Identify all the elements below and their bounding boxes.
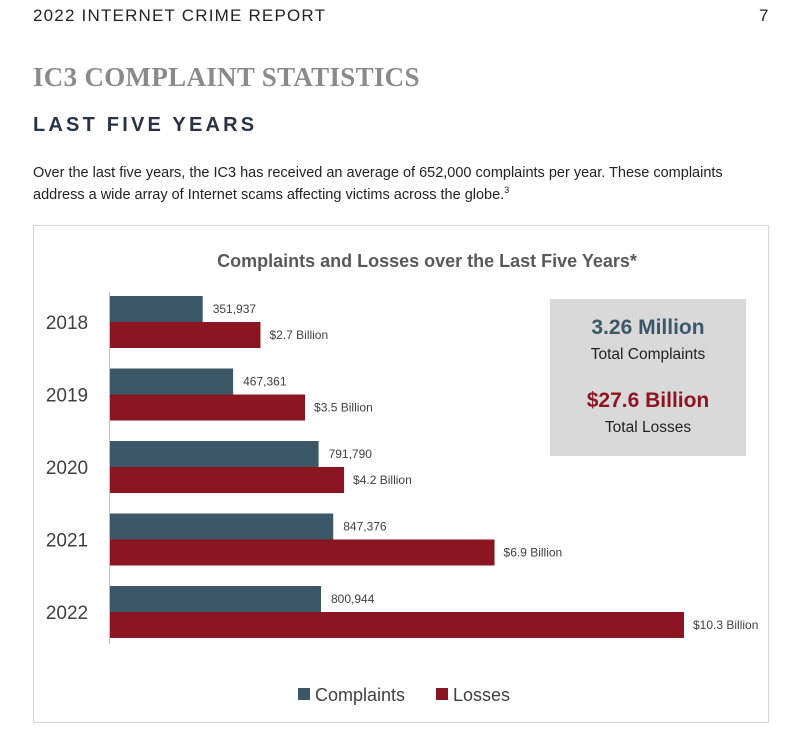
- losses-value-label-2019: $3.5 Billion: [314, 401, 373, 415]
- year-label-2020: 2020: [46, 458, 88, 479]
- losses-bar-2022: [110, 612, 684, 638]
- legend-complaints-label: Complaints: [315, 685, 405, 705]
- complaints-value-label-2020: 791,790: [329, 447, 373, 461]
- total-complaints-value: 3.26 Million: [591, 316, 704, 339]
- summary-background: [550, 299, 746, 456]
- complaints-bar-2019: [110, 368, 234, 395]
- total-losses-value: $27.6 Billion: [587, 389, 710, 412]
- complaints-value-label-2021: 847,376: [343, 520, 387, 534]
- losses-value-label-2018: $2.7 Billion: [269, 328, 328, 342]
- legend-losses-swatch: [436, 688, 448, 700]
- total-complaints-label: Total Complaints: [591, 346, 706, 363]
- losses-bar-2020: [110, 467, 345, 493]
- section-title: IC3 COMPLAINT STATISTICS: [33, 62, 420, 92]
- chart-title: Complaints and Losses over the Last Five…: [217, 251, 637, 271]
- complaints-losses-chart: Complaints and Losses over the Last Five…: [46, 251, 759, 705]
- intro-paragraph: Over the last five years, the IC3 has re…: [33, 162, 773, 206]
- year-label-2018: 2018: [46, 313, 88, 334]
- complaints-bar-2022: [110, 586, 321, 612]
- complaints-bar-2020: [110, 441, 319, 467]
- complaints-value-label-2022: 800,944: [331, 592, 375, 606]
- intro-text: Over the last five years, the IC3 has re…: [33, 165, 723, 203]
- complaints-bar-2018: [110, 296, 203, 322]
- year-label-2021: 2021: [46, 531, 88, 552]
- losses-value-label-2021: $6.9 Billion: [504, 546, 563, 560]
- losses-value-label-2020: $4.2 Billion: [353, 473, 412, 487]
- chart-legend: Complaints Losses: [298, 685, 510, 705]
- chart-container: Complaints and Losses over the Last Five…: [33, 225, 769, 723]
- subsection-title: LAST FIVE YEARS: [33, 114, 258, 136]
- complaints-bar-2021: [110, 513, 334, 540]
- losses-value-label-2022: $10.3 Billion: [693, 618, 758, 632]
- losses-bar-2019: [110, 394, 306, 421]
- legend-losses-label: Losses: [453, 685, 510, 705]
- footnote-marker: 3: [504, 185, 510, 195]
- page-number: 7: [759, 6, 769, 25]
- report-header-title: 2022 INTERNET CRIME REPORT: [33, 6, 327, 25]
- complaints-value-label-2019: 467,361: [243, 375, 287, 389]
- year-label-2022: 2022: [46, 603, 88, 624]
- summary-box: 3.26 Million Total Complaints $27.6 Bill…: [550, 299, 746, 456]
- legend-complaints-swatch: [298, 688, 310, 700]
- year-label-2019: 2019: [46, 386, 88, 407]
- complaints-value-label-2018: 351,937: [213, 302, 257, 316]
- losses-bar-2018: [110, 322, 261, 348]
- total-losses-label: Total Losses: [605, 419, 691, 436]
- losses-bar-2021: [110, 539, 495, 566]
